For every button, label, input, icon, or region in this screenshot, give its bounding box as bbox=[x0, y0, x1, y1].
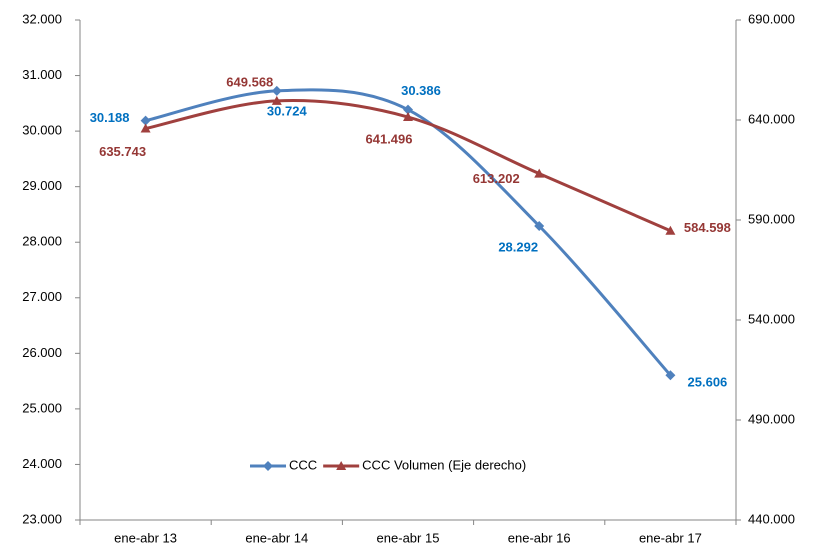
y2-tick-label: 690.000 bbox=[748, 11, 795, 26]
y-tick-label: 30.000 bbox=[22, 123, 62, 138]
marker bbox=[534, 168, 545, 178]
data-label: 28.292 bbox=[498, 239, 538, 254]
data-label: 635.743 bbox=[99, 144, 146, 159]
marker bbox=[665, 225, 676, 235]
data-label: 30.386 bbox=[401, 83, 441, 98]
x-tick-label: ene-abr 15 bbox=[377, 530, 440, 545]
y2-tick-label: 490.000 bbox=[748, 411, 795, 426]
data-label: 649.568 bbox=[226, 74, 273, 89]
data-label: 584.598 bbox=[684, 220, 731, 235]
y2-tick-label: 640.000 bbox=[748, 111, 795, 126]
y-tick-label: 28.000 bbox=[22, 234, 62, 249]
marker bbox=[403, 104, 413, 115]
marker bbox=[140, 123, 151, 133]
marker bbox=[271, 85, 282, 96]
legend-label: CCC bbox=[289, 457, 317, 472]
x-tick-label: ene-abr 13 bbox=[114, 530, 177, 545]
legend-label: CCC Volumen (Eje derecho) bbox=[362, 457, 526, 472]
marker bbox=[403, 112, 413, 122]
y2-tick-label: 590.000 bbox=[748, 211, 795, 226]
x-tick-label: ene-abr 14 bbox=[245, 530, 308, 545]
y2-tick-label: 540.000 bbox=[748, 311, 795, 326]
marker bbox=[271, 95, 282, 105]
x-tick-label: ene-abr 17 bbox=[639, 530, 702, 545]
data-label: 613.202 bbox=[473, 171, 520, 186]
data-label: 30.724 bbox=[267, 103, 308, 118]
x-tick-label: ene-abr 16 bbox=[508, 530, 571, 545]
marker bbox=[665, 370, 676, 381]
y-tick-label: 32.000 bbox=[22, 11, 62, 26]
y-tick-label: 29.000 bbox=[22, 178, 62, 193]
series-line bbox=[145, 88, 672, 377]
y-tick-label: 23.000 bbox=[22, 511, 62, 526]
data-label: 641.496 bbox=[366, 131, 413, 146]
marker bbox=[336, 461, 347, 470]
data-label: 25.606 bbox=[688, 375, 728, 390]
y-tick-label: 31.000 bbox=[22, 67, 62, 82]
data-label: 30.188 bbox=[90, 110, 130, 125]
marker bbox=[534, 221, 545, 231]
y-tick-label: 26.000 bbox=[22, 345, 62, 360]
y2-tick-label: 440.000 bbox=[748, 511, 795, 526]
y-tick-label: 25.000 bbox=[22, 400, 62, 415]
y-tick-label: 24.000 bbox=[22, 456, 62, 471]
marker bbox=[140, 115, 151, 126]
y-tick-label: 27.000 bbox=[22, 289, 62, 304]
marker bbox=[263, 461, 273, 471]
